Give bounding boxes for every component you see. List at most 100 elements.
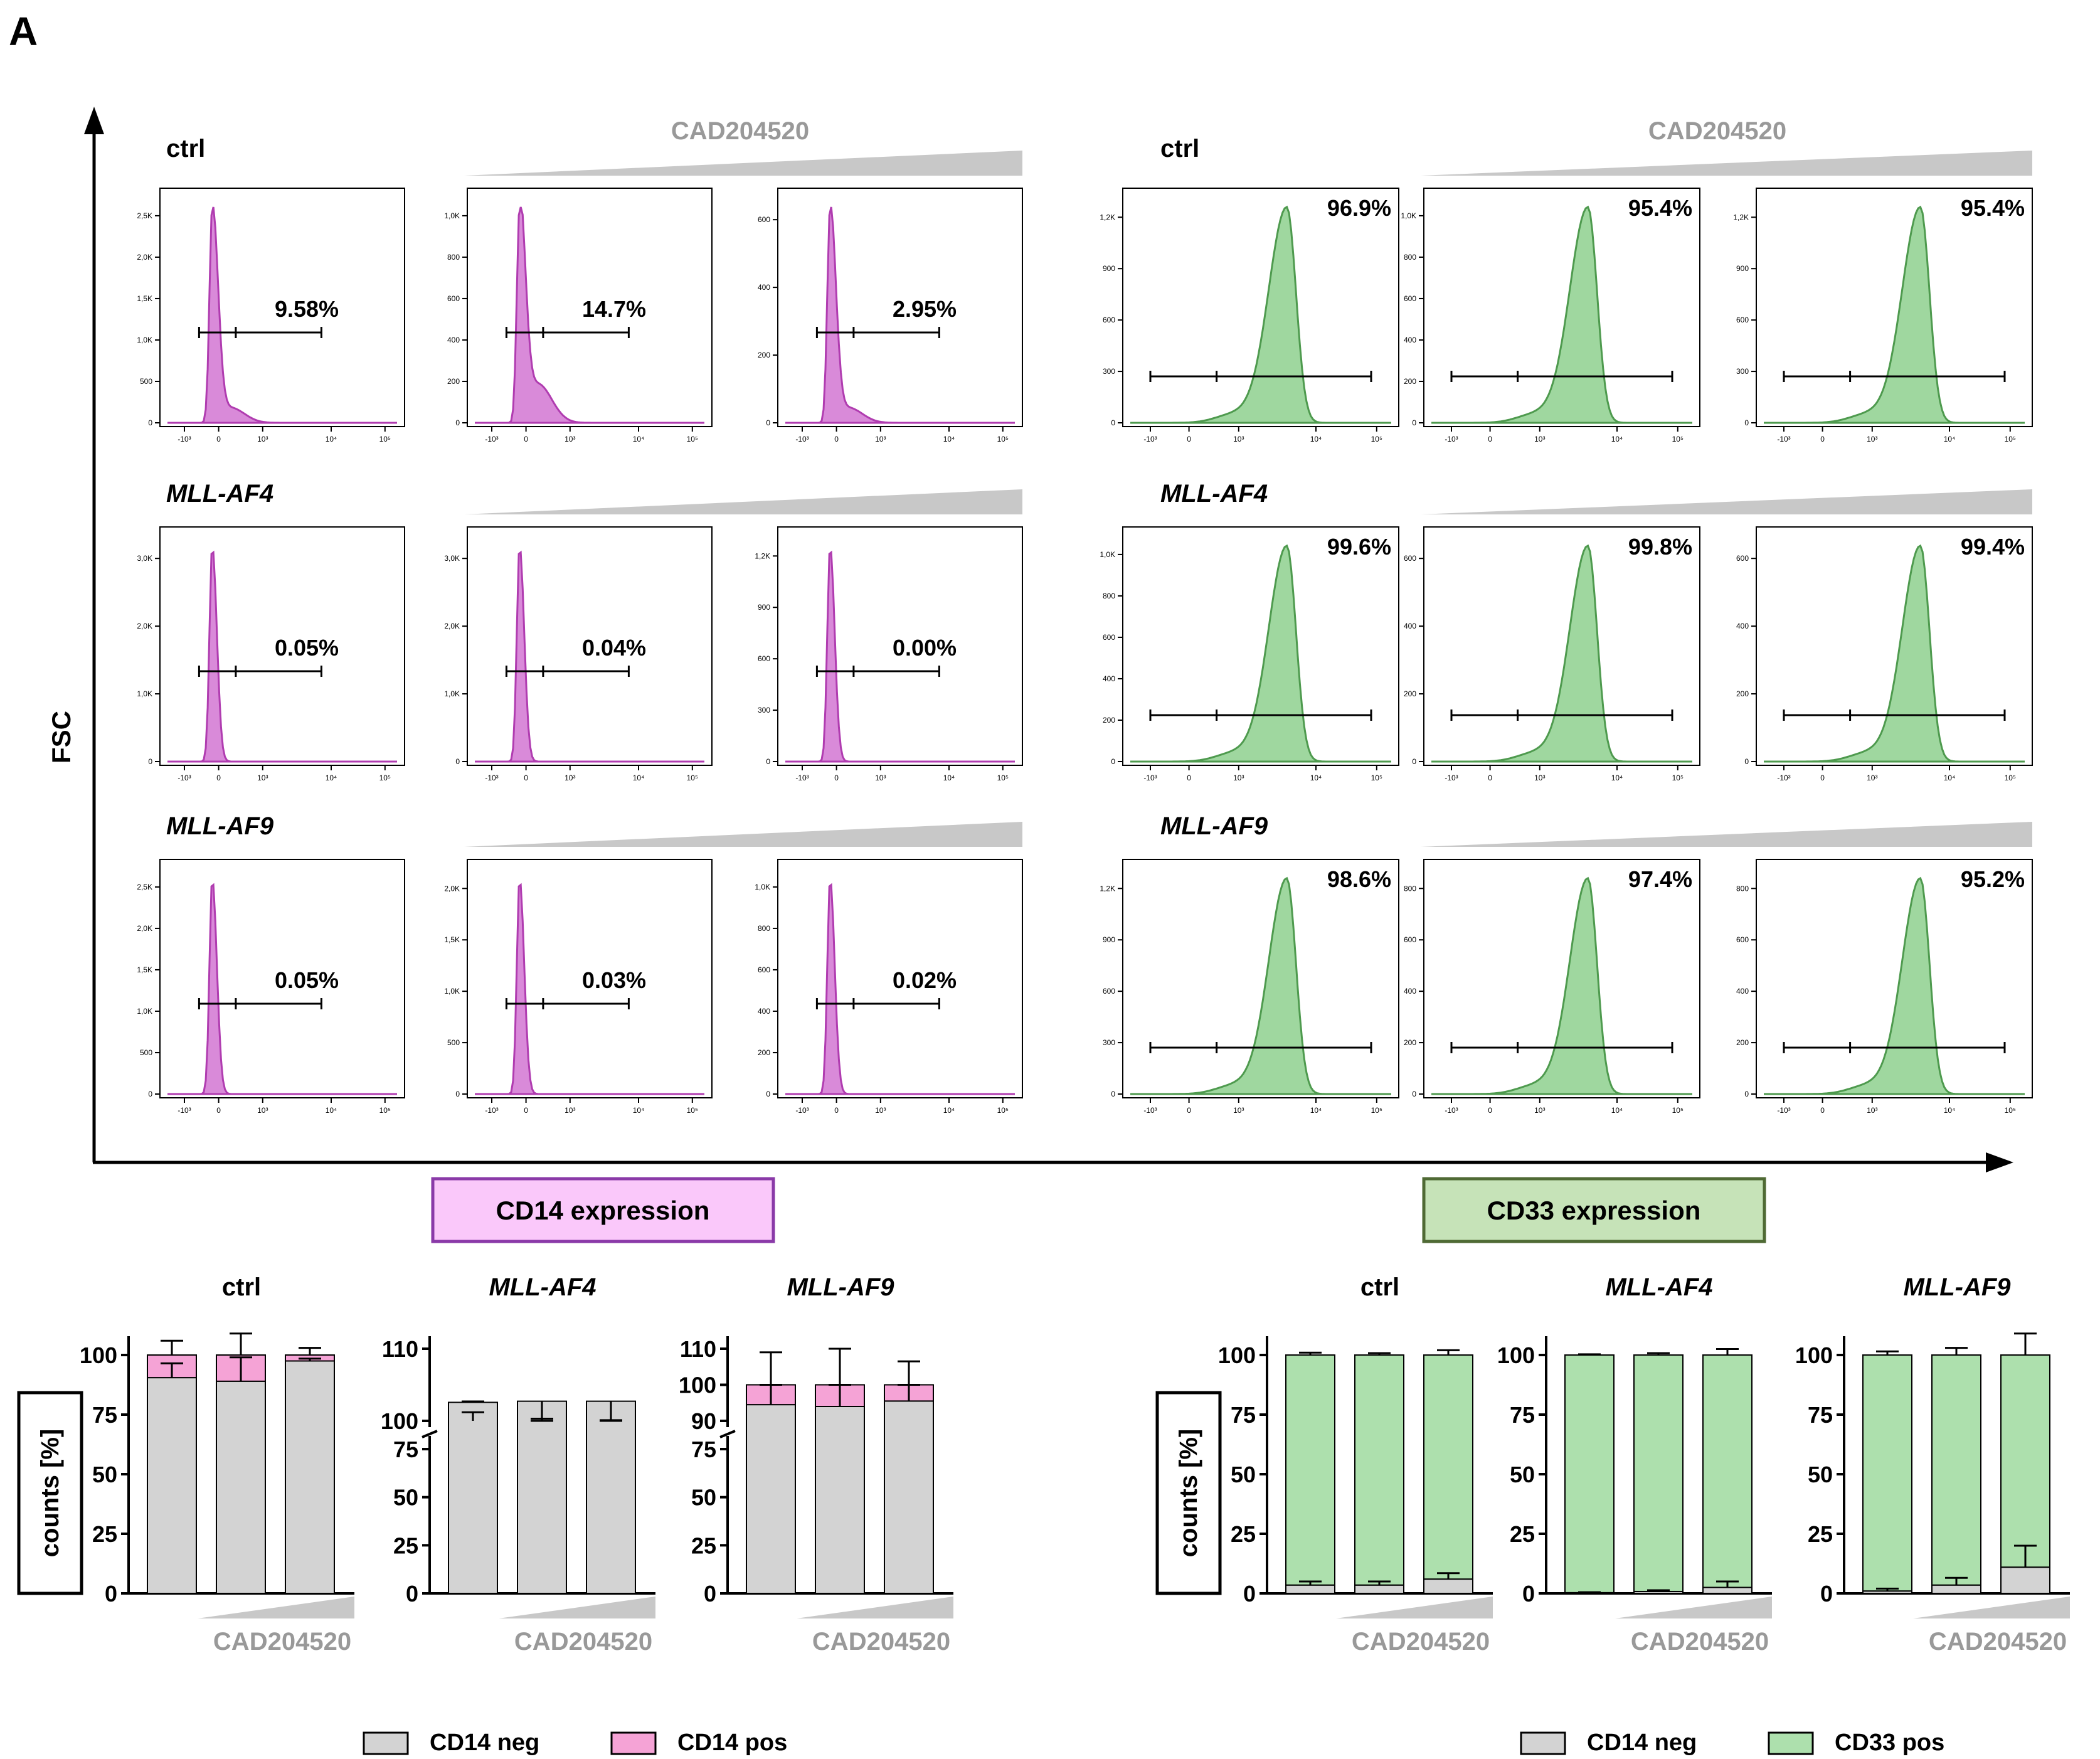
x-tick-label: 10⁴ <box>633 1106 645 1115</box>
x-tick-label: 10³ <box>1233 1106 1244 1115</box>
y-tick-label: 0 <box>1412 418 1416 427</box>
x-tick-label: 10⁴ <box>943 435 955 444</box>
dose-wedge <box>1421 489 2032 514</box>
bar-segment-neg <box>448 1401 498 1594</box>
bar-chart-cd33-mll-af9: MLL-AF9 0 25 50 75 100 CAD204520 <box>1795 1273 2070 1655</box>
y-tick-label: 200 <box>758 1048 770 1057</box>
x-tick-label: 0 <box>1820 1106 1825 1115</box>
bar-y-tick-label: 25 <box>1808 1521 1833 1547</box>
bar-y-tick-label: 25 <box>1510 1521 1535 1547</box>
bar-dose-wedge <box>797 1597 953 1618</box>
bar-drug-label: CAD204520 <box>812 1628 950 1655</box>
histogram-panel: 0 500 1,0K 1,5K 2,0K 2,5K -10³ 0 10³ 10⁴ 10⁵ 9.58% <box>137 188 405 444</box>
cd14-expression-box <box>431 1177 775 1243</box>
x-tick-label: 10⁴ <box>1611 1106 1623 1115</box>
dose-wedge <box>1421 822 2032 847</box>
bar-segment-neg <box>586 1400 636 1594</box>
x-tick-label: 10⁵ <box>379 435 391 444</box>
row-label-cd33-1: MLL-AF4 <box>1160 480 1268 508</box>
bar-y-tick-label: 0 <box>105 1581 117 1607</box>
bar-y-tick-label: 50 <box>1808 1462 1833 1487</box>
bar-segment-neg <box>746 1404 796 1594</box>
x-tick-label: 10⁴ <box>1944 1106 1956 1115</box>
bar-y-tick-label: 0 <box>1243 1581 1256 1607</box>
bar-y-tick-label: 25 <box>92 1521 117 1547</box>
dose-wedge <box>464 822 1022 847</box>
bar-dose-wedge <box>1913 1597 2070 1618</box>
y-tick-label: 800 <box>1103 592 1115 600</box>
x-tick-label: 10⁴ <box>326 773 337 782</box>
x-tick-label: -10³ <box>178 435 191 444</box>
x-tick-label: 10³ <box>875 1106 886 1115</box>
y-tick-label: 0 <box>1744 1090 1749 1098</box>
y-tick-label: 0 <box>1111 1090 1115 1098</box>
x-tick-label: 0 <box>216 435 221 444</box>
x-tick-label: 10⁵ <box>2005 1106 2016 1115</box>
y-tick-label: 800 <box>1404 253 1416 262</box>
y-tick-label: 1,0K <box>755 883 770 891</box>
x-tick-label: -10³ <box>795 435 809 444</box>
bar-y-tick-label: 50 <box>1231 1462 1256 1487</box>
bar-y-tick-label: 75 <box>1510 1402 1535 1428</box>
bar-drug-label: CAD204520 <box>1631 1628 1769 1655</box>
y-tick-label: 3,0K <box>444 554 460 563</box>
histogram-panel: 0 300 600 900 1,2K -10³ 0 10³ 10⁴ 10⁵ 98.6% <box>1100 859 1399 1115</box>
x-tick-label: 10⁵ <box>1672 1106 1684 1115</box>
y-tick-label: 1,0K <box>1401 211 1416 220</box>
histogram-curve <box>167 550 397 763</box>
x-tick-label: -10³ <box>485 1106 498 1115</box>
bar-drug-label: CAD204520 <box>1929 1628 2067 1655</box>
bar-y-tick-label: 50 <box>691 1485 716 1511</box>
y-tick-label: 0 <box>1111 757 1115 766</box>
y-tick-label: 2,0K <box>137 924 152 933</box>
y-tick-label: 400 <box>1404 987 1416 996</box>
x-tick-label: 10⁵ <box>379 1106 391 1115</box>
gate-percent: 0.03% <box>582 967 646 993</box>
y-tick-label: 0 <box>455 757 460 766</box>
gate-percent: 97.4% <box>1628 866 1692 892</box>
x-tick-label: 0 <box>1488 435 1492 444</box>
bar-dose-wedge <box>499 1597 655 1618</box>
histogram-panel: 0 500 1,0K 1,5K 2,0K 2,5K -10³ 0 10³ 10⁴ 10⁵ 0.05% <box>137 859 405 1115</box>
histogram-curve <box>1130 876 1391 1095</box>
x-tick-label: 0 <box>524 1106 528 1115</box>
y-tick-label: 2,0K <box>444 884 460 893</box>
y-tick-label: 0 <box>148 1090 152 1098</box>
y-tick-label: 300 <box>1103 367 1115 376</box>
y-axis-title: FSC <box>46 711 76 763</box>
gate-percent: 0.05% <box>275 635 339 661</box>
y-tick-label: 500 <box>140 1048 152 1057</box>
bar-chart-title: ctrl <box>222 1273 261 1301</box>
x-tick-label: 10⁴ <box>1310 435 1322 444</box>
bar-y-tick-label: 0 <box>1820 1581 1833 1607</box>
x-tick-label: 10⁵ <box>1371 773 1382 782</box>
y-tick-label: 600 <box>1103 987 1115 996</box>
bar-y-tick-label: 0 <box>1522 1581 1535 1607</box>
x-tick-label: 0 <box>1488 773 1492 782</box>
x-tick-label: 0 <box>834 435 839 444</box>
x-tick-label: 10³ <box>1534 435 1545 444</box>
x-tick-label: 10⁵ <box>2005 435 2016 444</box>
y-tick-label: 800 <box>1404 884 1416 893</box>
bar-y-tick-label: 110 <box>680 1336 716 1362</box>
x-tick-label: 10³ <box>565 435 575 444</box>
cd33-drug-header: CAD204520 <box>1648 117 1786 145</box>
y-tick-label: 0 <box>1744 418 1749 427</box>
x-tick-label: 10³ <box>1867 1106 1877 1115</box>
x-tick-label: 10³ <box>257 1106 268 1115</box>
bar-y-tick-label: 75 <box>1808 1402 1833 1428</box>
y-tick-label: 1,0K <box>444 211 460 220</box>
y-tick-label: 2,0K <box>444 622 460 630</box>
histogram-curve <box>785 206 1015 424</box>
x-tick-label: 10⁴ <box>1310 1106 1322 1115</box>
bar-segment-neg <box>1354 1584 1404 1594</box>
y-tick-label: 600 <box>1404 554 1416 563</box>
x-tick-label: 10³ <box>565 1106 575 1115</box>
y-tick-label: 2,0K <box>137 622 152 630</box>
bar-y-tick-label: 110 <box>382 1336 418 1362</box>
y-tick-label: 500 <box>447 1038 460 1047</box>
bar-y-tick-label: 100 <box>1795 1342 1833 1368</box>
x-tick-label: -10³ <box>1143 1106 1157 1115</box>
row-label-cd14-2: MLL-AF9 <box>166 812 274 840</box>
